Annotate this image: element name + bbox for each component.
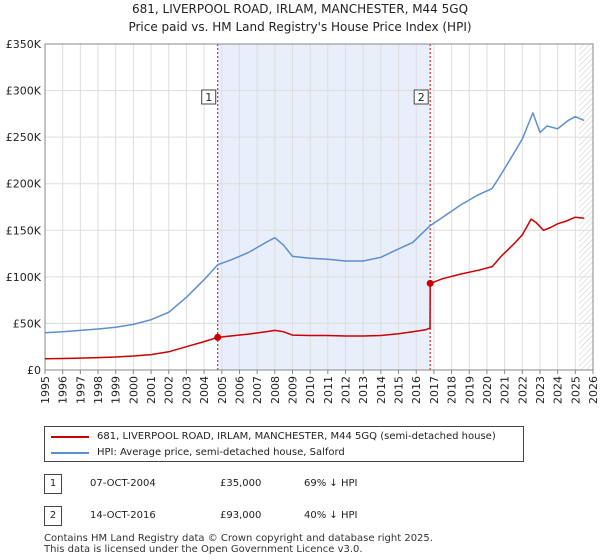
x-tick-label: 2020 xyxy=(481,376,494,404)
x-tick-label: 2003 xyxy=(180,376,193,404)
x-tick-label: 2004 xyxy=(198,376,211,404)
x-tick-label: 2019 xyxy=(463,376,476,404)
x-tick-label: 2017 xyxy=(428,376,441,404)
x-tick-label: 2013 xyxy=(357,376,370,404)
y-tick-label: £200K xyxy=(6,178,42,191)
sale-point xyxy=(426,279,434,287)
x-tick-label: 2012 xyxy=(340,376,353,404)
series-line-price-paid xyxy=(44,216,585,360)
transaction-price: £35,000 xyxy=(220,478,262,489)
x-tick-label: 1998 xyxy=(92,376,105,404)
transaction-badge: 1 xyxy=(44,474,62,494)
x-tick-label: 2018 xyxy=(446,376,459,404)
x-tick-label: 2008 xyxy=(269,376,282,404)
x-tick-label: 2007 xyxy=(251,376,264,404)
x-tick-label: 2025 xyxy=(569,376,582,404)
x-tick-label: 2009 xyxy=(286,376,299,404)
x-tick-label: 1996 xyxy=(57,376,70,404)
x-tick-label: 1999 xyxy=(110,376,123,404)
y-tick-label: £50K xyxy=(13,317,42,330)
x-tick-label: 1997 xyxy=(74,376,87,404)
x-tick-label: 2015 xyxy=(393,376,406,404)
x-tick-label: 2014 xyxy=(375,376,388,404)
forecast-hatch-region xyxy=(578,44,593,370)
sale-number-label: 1 xyxy=(205,91,212,104)
price-chart: £0 £50K £100K £150K £200K £250K £300K £350K 1995… xyxy=(6,38,600,404)
transaction-hpi-diff: 69% ↓ HPI xyxy=(304,478,358,489)
chart-subtitle: Price paid vs. HM Land Registry's House … xyxy=(128,20,472,34)
transaction-date: 14-OCT-2016 xyxy=(90,510,156,521)
sale-number-box xyxy=(201,89,217,105)
plot-frame xyxy=(44,43,594,371)
legend-swatch-hpi xyxy=(51,452,89,454)
footer-copyright: Contains HM Land Registry data © Crown c… xyxy=(44,533,433,544)
x-tick-label: 1995 xyxy=(39,376,52,404)
shaded-ownership-region xyxy=(217,44,431,370)
transaction-price: £93,000 xyxy=(220,510,262,521)
sale-point xyxy=(214,333,222,341)
x-tick-label: 2000 xyxy=(127,376,140,404)
x-tick-label: 2001 xyxy=(145,376,158,404)
sale-number-label: 2 xyxy=(418,91,425,104)
x-tick-label: 2005 xyxy=(216,376,229,404)
chart-title: 681, LIVERPOOL ROAD, IRLAM, MANCHESTER, … xyxy=(131,2,469,16)
y-tick-label: £350K xyxy=(6,38,42,51)
legend-swatch-property xyxy=(51,436,89,438)
x-tick-label: 2021 xyxy=(499,376,512,404)
x-tick-label: 2023 xyxy=(534,376,547,404)
x-tick-label: 2010 xyxy=(304,376,317,404)
x-tick-label: 2026 xyxy=(587,376,600,404)
x-tick-label: 2022 xyxy=(516,376,529,404)
legend: 681, LIVERPOOL ROAD, IRLAM, MANCHESTER, … xyxy=(44,426,524,462)
footer-licence: This data is licensed under the Open Gov… xyxy=(44,544,363,555)
y-tick-label: £0 xyxy=(27,364,41,377)
transaction-badge: 2 xyxy=(44,506,62,526)
x-tick-label: 2011 xyxy=(322,376,335,404)
x-tick-label: 2016 xyxy=(410,376,423,404)
x-tick-label: 2002 xyxy=(163,376,176,404)
series-line-hpi xyxy=(44,112,585,334)
x-tick-label: 2024 xyxy=(552,376,565,404)
y-tick-label: £250K xyxy=(6,131,42,144)
transaction-date: 07-OCT-2004 xyxy=(90,478,156,489)
transaction-hpi-diff: 40% ↓ HPI xyxy=(304,510,358,521)
y-tick-label: £150K xyxy=(6,224,42,237)
sale-number-box xyxy=(413,89,429,105)
x-tick-label: 2006 xyxy=(233,376,246,404)
y-tick-label: £300K xyxy=(6,85,42,98)
legend-label-hpi: HPI: Average price, semi-detached house,… xyxy=(97,447,345,458)
legend-label-property: 681, LIVERPOOL ROAD, IRLAM, MANCHESTER, … xyxy=(97,431,496,442)
y-tick-label: £100K xyxy=(6,271,42,284)
